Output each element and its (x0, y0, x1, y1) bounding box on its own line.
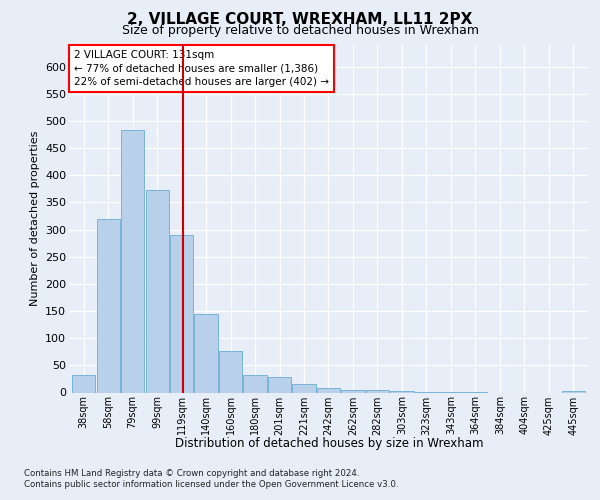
Bar (219, 351, 242, 393)
Bar (317, 388, 340, 392)
Bar (366, 390, 389, 392)
Bar (121, 130, 144, 392)
Text: 2 VILLAGE COURT: 131sqm
← 77% of detached houses are smaller (1,386)
22% of semi: 2 VILLAGE COURT: 131sqm ← 77% of detache… (74, 50, 329, 86)
Bar (292, 384, 316, 392)
Y-axis label: Number of detached properties: Number of detached properties (29, 131, 40, 306)
Text: Contains HM Land Registry data © Crown copyright and database right 2024.: Contains HM Land Registry data © Crown c… (24, 469, 359, 478)
Bar (97, 219, 120, 392)
Text: Size of property relative to detached houses in Wrexham: Size of property relative to detached ho… (121, 24, 479, 37)
Text: 2, VILLAGE COURT, WREXHAM, LL11 2PX: 2, VILLAGE COURT, WREXHAM, LL11 2PX (127, 12, 473, 26)
Bar (146, 190, 169, 392)
Bar (194, 314, 218, 392)
Text: Distribution of detached houses by size in Wrexham: Distribution of detached houses by size … (175, 438, 483, 450)
Bar (562, 391, 585, 392)
Bar (72, 374, 95, 392)
Bar (170, 235, 193, 392)
Bar (244, 374, 266, 392)
Text: Contains public sector information licensed under the Open Government Licence v3: Contains public sector information licen… (24, 480, 398, 489)
Bar (341, 390, 365, 392)
Bar (268, 378, 291, 392)
